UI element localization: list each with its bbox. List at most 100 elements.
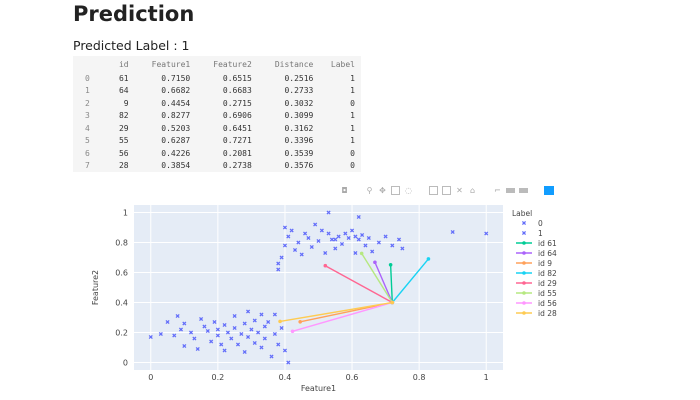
table-row: 4 29 0.5203 0.6451 0.3162 1 <box>73 122 361 135</box>
scatter-point-label-1 <box>356 237 361 242</box>
scatter-point-label-0 <box>188 330 194 335</box>
reset-axes-icon[interactable]: ⌂ <box>469 185 476 195</box>
legend-marker <box>522 251 526 255</box>
scatter-point-label-0 <box>269 354 274 359</box>
legend-entry: id 64 <box>538 249 557 258</box>
lasso-select-icon[interactable]: ◌ <box>405 185 412 195</box>
neighbor-line <box>374 261 393 303</box>
scatter-point-label-0 <box>256 330 261 335</box>
table-cell-id: 9 <box>123 98 129 108</box>
legend-entry: 1 <box>538 229 543 238</box>
scatter-point-label-0 <box>245 334 251 340</box>
scatter-point-label-0 <box>182 321 187 326</box>
zoom-icon[interactable]: ⚲ <box>366 185 373 195</box>
scatter-point-label-1 <box>329 237 334 242</box>
autoscale-icon[interactable]: ✕ <box>456 185 463 195</box>
x-tick-label: 1 <box>484 373 489 382</box>
table-cell-f2: 0.6906 <box>222 111 252 121</box>
scatter-point-label-1 <box>299 252 304 257</box>
table-cell-dist: 0.3539 <box>284 148 314 158</box>
table-cell-f1: 0.5203 <box>161 123 191 133</box>
y-tick-label: 0.4 <box>115 299 128 308</box>
hover-compare-icon[interactable] <box>519 187 528 193</box>
table-cell-index: 4 <box>85 123 90 133</box>
scatter-point-label-1 <box>370 249 375 254</box>
table-cell-f2: 0.2715 <box>222 98 252 108</box>
table-cell-id: 28 <box>118 161 129 171</box>
table-row: 7 28 0.3854 0.2738 0.3576 0 <box>73 160 361 173</box>
table-cell-dist: 0.3396 <box>284 136 314 146</box>
scatter-point-label-0 <box>239 331 244 337</box>
zoom-in-icon[interactable] <box>429 185 438 195</box>
scatter-point-label-0 <box>225 330 230 335</box>
scatter-point-label-1 <box>400 246 405 251</box>
scatter-point-label-1 <box>343 231 348 236</box>
scatter-point-label-0 <box>199 316 204 322</box>
scatter-point-label-1 <box>353 250 358 256</box>
neighbor-point <box>388 262 393 267</box>
scatter-point-label-1 <box>326 231 331 236</box>
neighbor-line <box>279 301 393 323</box>
scatter-point-label-0 <box>222 322 227 328</box>
scatter-point-label-0 <box>249 327 254 332</box>
table-row: 1 64 0.6682 0.6683 0.2733 1 <box>73 85 361 98</box>
table-cell-index: 3 <box>85 111 90 121</box>
legend-marker <box>522 291 526 295</box>
table-cell-index: 6 <box>85 148 90 158</box>
zoom-out-icon[interactable] <box>442 185 451 195</box>
plotly-logo-icon[interactable] <box>544 185 554 195</box>
hover-closest-icon[interactable] <box>506 187 515 193</box>
scatter-point-label-1 <box>484 231 489 236</box>
box-select-icon[interactable] <box>391 185 400 195</box>
scatter-point-label-0 <box>222 348 227 353</box>
scatter-point-label-1 <box>282 243 288 248</box>
scatter-point-label-0 <box>282 348 288 353</box>
table-cell-f1: 0.6287 <box>161 136 191 146</box>
camera-icon[interactable]: ◘ <box>341 185 348 195</box>
legend-entry: id 56 <box>538 299 557 308</box>
predicted-label-text: Predicted Label : 1 <box>73 38 190 53</box>
legend-entry: id 61 <box>538 239 557 248</box>
scatter-point-label-0 <box>209 339 214 344</box>
y-tick-label: 0.8 <box>115 239 128 248</box>
scatter-point-label-1 <box>323 250 328 256</box>
legend-marker <box>522 261 526 265</box>
scatter-point-label-0 <box>262 324 267 329</box>
scatter-point-label-1 <box>309 244 314 250</box>
scatter-point-label-0 <box>229 336 234 341</box>
table-cell-dist: 0.2516 <box>284 73 314 83</box>
scatter-point-label-0 <box>286 360 291 365</box>
scatter-point-label-0 <box>172 333 177 338</box>
legend-entry: id 28 <box>538 309 557 318</box>
table-cell-f1: 0.8277 <box>161 111 191 121</box>
scatter-point-label-1 <box>326 210 331 215</box>
plot-area <box>134 205 503 370</box>
neighbor-point <box>359 251 364 256</box>
scatter-point-label-1 <box>339 241 345 247</box>
legend-entry: id 9 <box>538 259 552 268</box>
neighbor-point <box>278 319 282 324</box>
x-tick-label: 0.8 <box>413 373 426 382</box>
scatter-point-label-0 <box>262 336 267 341</box>
scatter-point-label-0 <box>215 333 220 338</box>
scatter-point-label-1 <box>333 237 338 242</box>
neighbor-line <box>391 258 429 303</box>
scatter-point-label-1 <box>303 231 308 236</box>
page-title: Prediction <box>73 2 195 26</box>
table-cell-f2: 0.2738 <box>222 161 252 171</box>
spike-lines-icon[interactable]: ⌐ <box>494 185 501 195</box>
column-header-id: id <box>118 59 129 69</box>
scatter-point-label-0 <box>272 312 277 317</box>
x-tick-label: 0.2 <box>211 373 224 382</box>
scatter-point-label-1 <box>279 255 284 260</box>
table-cell-f1: 0.3854 <box>161 161 191 171</box>
scatter-point-label-1 <box>390 243 395 248</box>
table-cell-id: 55 <box>118 136 129 146</box>
scatter-point-label-1 <box>316 238 321 244</box>
neighbor-line <box>292 301 393 332</box>
table-cell-id: 29 <box>118 123 129 133</box>
table-cell-label: 0 <box>350 148 355 158</box>
table-cell-f1: 0.7150 <box>161 73 191 83</box>
pan-icon[interactable]: ✥ <box>379 185 386 195</box>
